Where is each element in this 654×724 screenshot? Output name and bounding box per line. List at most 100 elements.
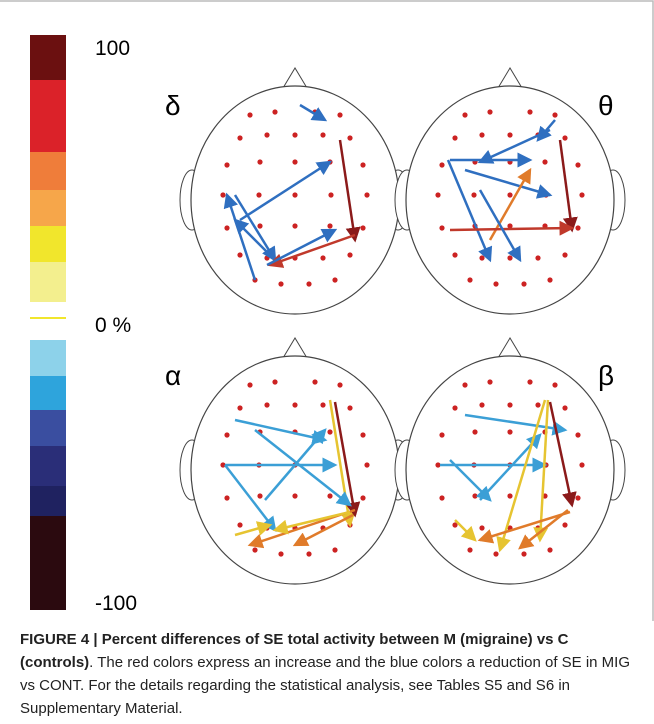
electrode	[347, 252, 353, 258]
electrode	[320, 255, 326, 261]
electrode	[237, 135, 243, 141]
electrode	[360, 432, 366, 438]
connection-arrow	[264, 428, 327, 501]
electrode	[479, 255, 485, 261]
electrode	[256, 192, 262, 198]
electrode	[332, 547, 338, 553]
colorbar-segment	[30, 486, 66, 516]
colorbar-segment	[30, 340, 66, 376]
electrode	[472, 493, 478, 499]
electrode	[312, 379, 318, 385]
electrode	[247, 112, 253, 118]
connection-arrow	[239, 160, 333, 222]
electrode	[479, 402, 485, 408]
connection-arrow	[464, 413, 568, 436]
electrode	[547, 547, 553, 553]
head	[179, 337, 411, 585]
connection-arrow	[233, 218, 276, 261]
electrode	[562, 522, 568, 528]
electrode	[507, 402, 513, 408]
connection-arrow	[478, 189, 522, 263]
connection-arrow	[233, 194, 277, 263]
electrode	[575, 432, 581, 438]
electrode	[320, 132, 326, 138]
connection-arrow	[449, 459, 492, 502]
electrode	[487, 379, 493, 385]
electrode	[272, 109, 278, 115]
connection-arrow	[223, 192, 257, 281]
electrode	[507, 493, 513, 499]
scalp	[405, 355, 615, 585]
electrode	[467, 547, 473, 553]
colorbar-bottom-label: -100	[95, 592, 137, 615]
connection-arrow	[266, 228, 338, 267]
connection-arrow	[464, 168, 553, 199]
electrode	[257, 223, 263, 229]
electrode	[472, 429, 478, 435]
electrode	[493, 281, 499, 287]
electrode	[527, 379, 533, 385]
connection-arrow	[338, 139, 361, 243]
connection-arrow	[272, 510, 351, 535]
electrode	[237, 405, 243, 411]
electrode	[562, 252, 568, 258]
colorbar	[30, 35, 66, 610]
connection-arrow	[518, 509, 569, 550]
electrode	[252, 547, 258, 553]
electrode	[292, 132, 298, 138]
electrode	[507, 223, 513, 229]
electrode	[452, 405, 458, 411]
electrode	[306, 281, 312, 287]
electrode	[264, 132, 270, 138]
connection-arrow	[446, 159, 493, 263]
connection-arrow	[558, 139, 578, 233]
electrode	[493, 551, 499, 557]
electrode	[224, 162, 230, 168]
electrode	[364, 192, 370, 198]
electrode	[292, 223, 298, 229]
electrode	[471, 192, 477, 198]
electrode	[278, 551, 284, 557]
colorbar-segment	[30, 376, 66, 410]
figure: 100 0 % -100 δ θ α β	[0, 0, 654, 621]
scalp	[405, 85, 615, 315]
electrode	[364, 462, 370, 468]
electrode	[462, 112, 468, 118]
electrode	[507, 255, 513, 261]
caption-text: . The red colors express an increase and…	[20, 654, 631, 717]
electrode	[264, 402, 270, 408]
electrode	[360, 162, 366, 168]
caption-label: FIGURE 4 | Percent differences of SE tot…	[20, 631, 569, 671]
electrode	[439, 225, 445, 231]
electrode	[507, 132, 513, 138]
nose	[282, 337, 308, 359]
electrode	[575, 495, 581, 501]
electrode	[575, 162, 581, 168]
head	[394, 67, 626, 315]
colorbar-middle-label: 0 %	[95, 314, 131, 337]
electrode	[278, 281, 284, 287]
scalp	[190, 85, 400, 315]
electrode	[579, 462, 585, 468]
electrode	[562, 405, 568, 411]
colorbar-segment	[30, 35, 66, 80]
connection-arrow	[496, 399, 547, 553]
figure-frame	[0, 0, 654, 621]
colorbar-top-label: 100	[95, 37, 130, 60]
colorbar-segment	[30, 410, 66, 446]
colorbar-segment	[30, 152, 66, 190]
nose	[282, 67, 308, 89]
panel-label: δ	[165, 90, 181, 121]
electrode	[220, 192, 226, 198]
panel-label: β	[598, 360, 614, 391]
electrode	[257, 159, 263, 165]
electrode	[292, 192, 298, 198]
colorbar-segment	[30, 190, 66, 226]
electrode	[332, 277, 338, 283]
electrode	[247, 382, 253, 388]
nose	[497, 337, 523, 359]
electrode	[347, 405, 353, 411]
connection-arrow	[254, 429, 352, 507]
electrode	[272, 379, 278, 385]
